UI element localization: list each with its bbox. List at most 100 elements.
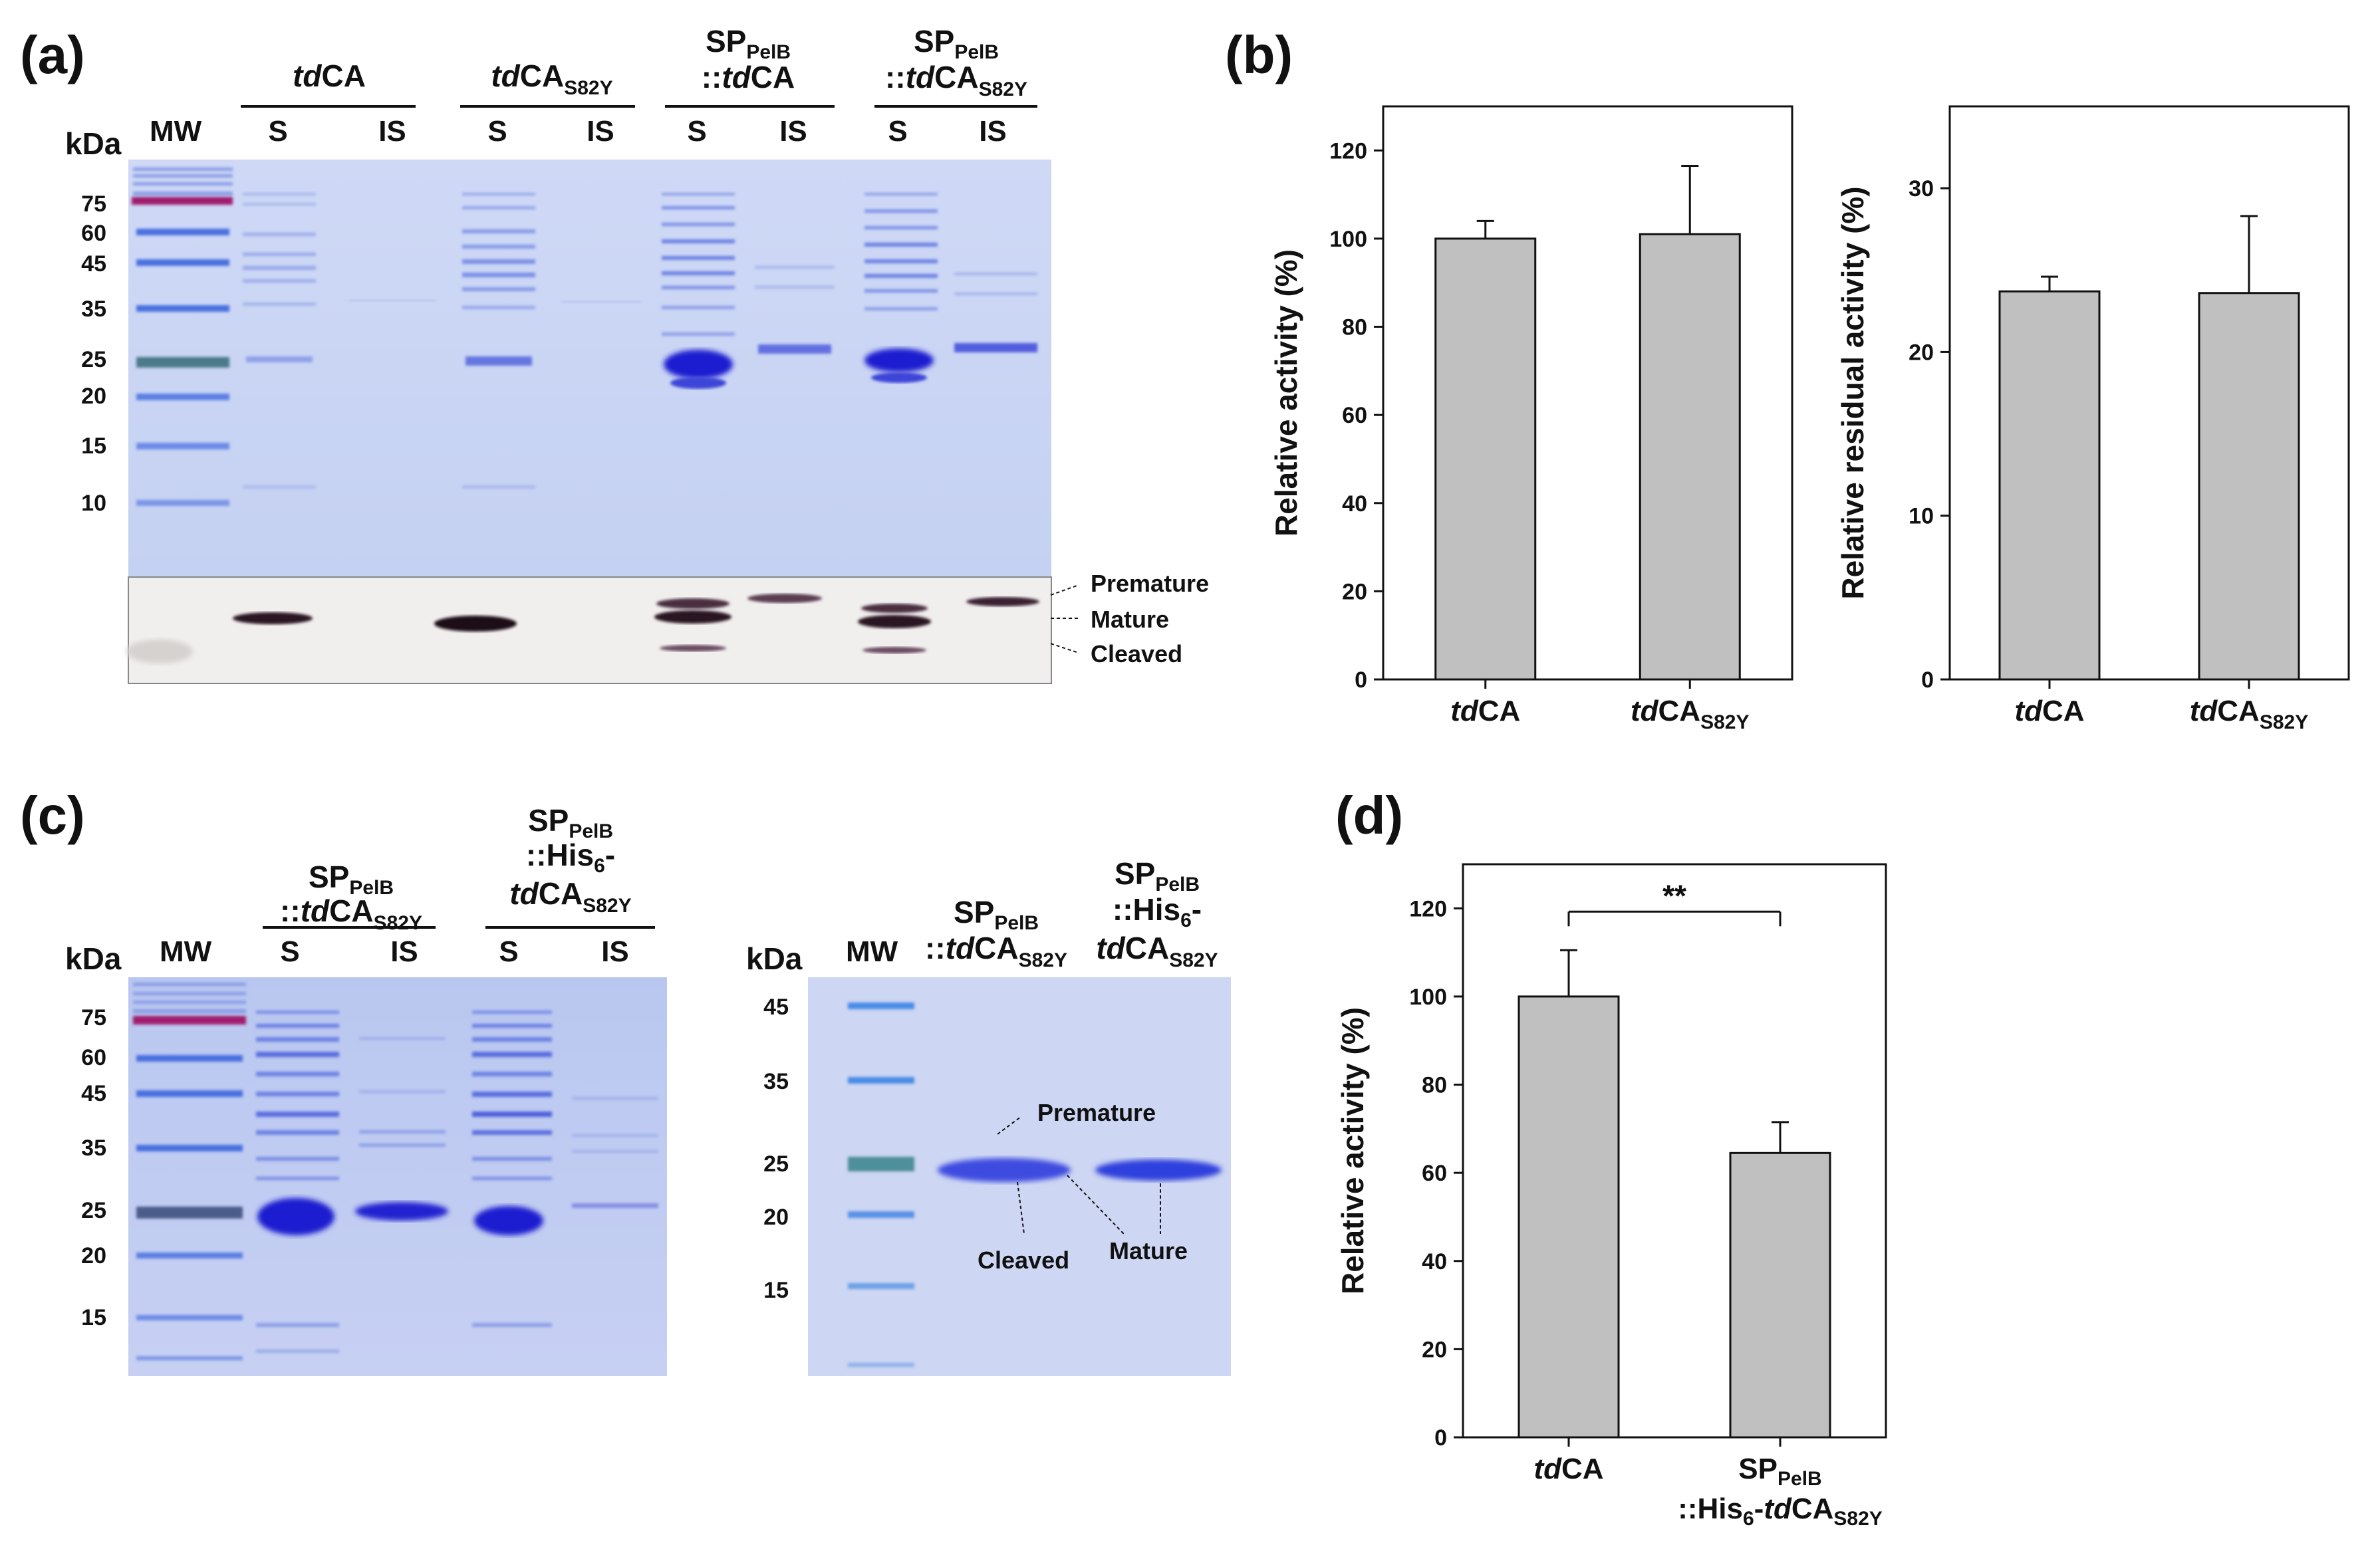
y-axis-label: Relative residual activity (%) [1835, 186, 1870, 599]
lane-label: IS [979, 115, 1007, 148]
lane-label: IS [779, 115, 807, 148]
western-blot-a [126, 576, 1052, 684]
x-tick-label: tdCAS82Y [2190, 695, 2308, 733]
gel-annotation: Mature [1109, 1237, 1188, 1264]
kda-label: kDa [746, 941, 803, 976]
plot-frame [1462, 863, 1887, 1439]
x-tick-label: SPPelB [1738, 1453, 1821, 1490]
x-tick-label: tdCA [2014, 695, 2084, 727]
svg-text:::tdCAS82Y: ::tdCAS82Y [925, 931, 1067, 971]
bar [1434, 237, 1537, 681]
y-axis-label: Relative activity (%) [1269, 249, 1303, 537]
blot-annotation: Mature [1091, 606, 1169, 633]
svg-text:SPPelB: SPPelB [914, 24, 999, 63]
panel-c: (c) kDa MW SPPelB ::tdCAS82Y SPPelB ::Hi… [20, 786, 1231, 1376]
group-header-c1: SPPelB ::tdCAS82Y [263, 860, 436, 934]
gel-c-right-header-2: SPPelB ::His6- tdCAS82Y [1096, 856, 1218, 971]
mw-label: MW [846, 935, 898, 968]
gel-c-right-header-1: SPPelB ::tdCAS82Y [925, 895, 1067, 971]
kda-label: kDa [65, 941, 122, 976]
mw-tick: 15 [763, 1278, 789, 1303]
sds-page-gel-a [128, 160, 1051, 577]
mw-tick: 20 [763, 1205, 789, 1230]
mw-tick: 60 [81, 221, 106, 246]
mw-tick: 25 [81, 347, 106, 372]
mw-tick: 45 [81, 251, 106, 277]
bar [2198, 292, 2300, 681]
mw-tick: 45 [81, 1081, 106, 1106]
svg-text:SPPelB: SPPelB [309, 860, 394, 899]
y-tick-label: 10 [1909, 504, 1934, 529]
panel-a: (a) kDa MW tdCA tdCAS82Y SPPelB ::tdCA S… [20, 24, 1209, 684]
mw-tick: 25 [763, 1151, 789, 1177]
lane-label: IS [601, 935, 629, 968]
lane-label: S [499, 935, 518, 968]
x-tick-label: ::His6-tdCAS82Y [1678, 1493, 1883, 1530]
mw-tick: 45 [763, 995, 789, 1020]
lane-label: S [888, 115, 907, 148]
mw-tick: 25 [81, 1198, 106, 1223]
group-header-c2: SPPelB ::His6- tdCAS82Y [485, 803, 655, 929]
chart-b-right: 0 10 20 30 Relative residual activity (%) tdC… [1835, 105, 2350, 733]
svg-text:SPPelB: SPPelB [528, 803, 613, 842]
svg-text:::His6-: ::His6- [526, 838, 615, 877]
panel-a-letter: (a) [20, 25, 85, 84]
chart-d: 0 20 40 60 80 100 120 Relative activity (%) tdCA… [1335, 863, 1887, 1530]
svg-text:SPPelB: SPPelB [1115, 856, 1200, 896]
mw-label: MW [150, 115, 202, 148]
y-tick-label: 0 [1434, 1425, 1447, 1451]
gel-annotation: Premature [1037, 1099, 1156, 1126]
mw-tick: 10 [81, 491, 106, 516]
svg-text:::tdCAS82Y: ::tdCAS82Y [885, 60, 1027, 100]
y-tick-label: 40 [1422, 1249, 1447, 1274]
panel-d: (d) 0 20 40 60 80 100 120 Relative activity (%)… [1335, 786, 1887, 1530]
x-tick-label: tdCAS82Y [1631, 695, 1749, 733]
lane-label: IS [587, 115, 614, 148]
significance-label: ** [1662, 878, 1686, 913]
y-tick-label: 30 [1909, 176, 1934, 201]
group-header-tdca: tdCA [241, 59, 416, 108]
mw-tick: 15 [81, 1305, 106, 1330]
group-header-sppelb-tdca-s82y: SPPelB ::tdCAS82Y [874, 24, 1037, 108]
sds-page-gel-c-left [128, 977, 667, 1376]
lane-label: IS [378, 115, 406, 148]
bar [1729, 1151, 1831, 1439]
x-tick-label: tdCA [1533, 1453, 1603, 1485]
mw-tick: 35 [81, 297, 106, 322]
panel-c-letter: (c) [20, 786, 85, 845]
kda-label: kDa [65, 126, 122, 161]
panel-d-letter: (d) [1335, 786, 1403, 845]
bar [1639, 233, 1741, 681]
y-tick-label: 60 [1422, 1161, 1447, 1186]
lane-label: IS [390, 935, 418, 968]
svg-text:::tdCA: ::tdCA [702, 60, 795, 94]
y-tick-label: 40 [1342, 491, 1367, 517]
svg-text:SPPelB: SPPelB [954, 895, 1039, 934]
y-tick-label: 0 [1921, 667, 1934, 693]
mw-tick: 75 [81, 191, 106, 217]
y-tick-label: 120 [1409, 896, 1447, 921]
svg-text:::His6-: ::His6- [1113, 892, 1202, 931]
y-tick-label: 80 [1422, 1073, 1447, 1098]
plot-frame [1948, 105, 2350, 681]
y-tick-label: 20 [1422, 1337, 1447, 1362]
lane-label: S [268, 115, 287, 148]
chart-b-left: 0 20 40 60 80 100 120 Relative activity (%) tdCA… [1269, 105, 1793, 733]
sds-page-gel-c-right [808, 977, 1231, 1376]
mw-tick: 20 [81, 384, 106, 409]
blot-annotation: Premature [1091, 570, 1209, 597]
lane-label: S [687, 115, 706, 148]
mw-tick: 15 [81, 433, 106, 459]
mw-tick: 75 [81, 1005, 106, 1030]
mw-tick: 60 [81, 1045, 106, 1070]
y-tick-label: 100 [1409, 985, 1447, 1010]
svg-text:::tdCAS82Y: ::tdCAS82Y [280, 894, 422, 934]
bar [1998, 290, 2101, 681]
y-tick-label: 20 [1342, 579, 1367, 604]
blot-annotation: Cleaved [1091, 640, 1182, 667]
lane-label: S [280, 935, 299, 968]
mw-tick: 20 [81, 1243, 106, 1268]
bar [1518, 995, 1620, 1439]
